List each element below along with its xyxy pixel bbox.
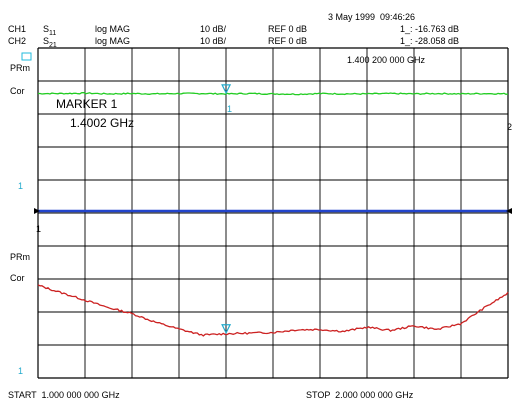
status-upper-cor: Cor: [10, 86, 25, 96]
ch2-marker-readout: 1_: -28.058 dB: [400, 36, 460, 46]
ch1-param-sub: 11: [49, 30, 57, 37]
ref-mark-lower: 1: [36, 224, 42, 234]
ch2-label: CH2: [8, 36, 27, 46]
ch1-label: CH1: [8, 24, 27, 34]
ch2-format: log MAG: [95, 36, 131, 46]
ch2-param: S21: [43, 36, 57, 49]
ch2-param-sub: 21: [49, 42, 57, 49]
marker-frequency: 1.400 200 000 GHz: [347, 55, 426, 65]
status-lower-prm: PRm: [10, 252, 30, 262]
start-frequency: START 1.000 000 000 GHz: [8, 390, 120, 400]
trace-s21: [38, 92, 509, 96]
status-lower-cor: Cor: [10, 273, 25, 283]
channel-indicator-icon: [21, 52, 32, 61]
ch1-param-main: S: [43, 24, 50, 34]
ref-mark-upper: 1: [18, 181, 24, 191]
graticule: [37, 47, 509, 379]
ch1-format: log MAG: [95, 24, 131, 34]
marker-value: 1.4002 GHz: [70, 116, 135, 130]
stop-frequency: STOP 2.000 000 000 GHz: [306, 390, 414, 400]
status-upper-prm: PRm: [10, 63, 30, 73]
ref-mark-bottom: 1: [18, 366, 24, 376]
ch2-ref: REF 0 dB: [268, 36, 308, 46]
ch1-param: S11: [43, 24, 57, 37]
trace-s11: [37, 284, 509, 337]
ch1-scale: 10 dB/: [200, 24, 227, 34]
ref-right-pointer: [506, 208, 512, 214]
ch1-marker-readout: 1_: -16.763 dB: [400, 24, 460, 34]
ch2-param-main: S: [43, 36, 50, 46]
ref-left-pointer: [34, 208, 40, 214]
marker-lower-icon: [221, 324, 232, 335]
marker-title: MARKER 1: [56, 97, 118, 111]
ch1-ref: REF 0 dB: [268, 24, 308, 34]
datetime: 3 May 1999 09:46:26: [328, 12, 416, 22]
ch2-scale: 10 dB/: [200, 36, 227, 46]
marker-upper-icon: [221, 84, 232, 95]
trace-end-mark: 2: [507, 122, 513, 132]
marker-number-label: 1: [227, 104, 233, 114]
